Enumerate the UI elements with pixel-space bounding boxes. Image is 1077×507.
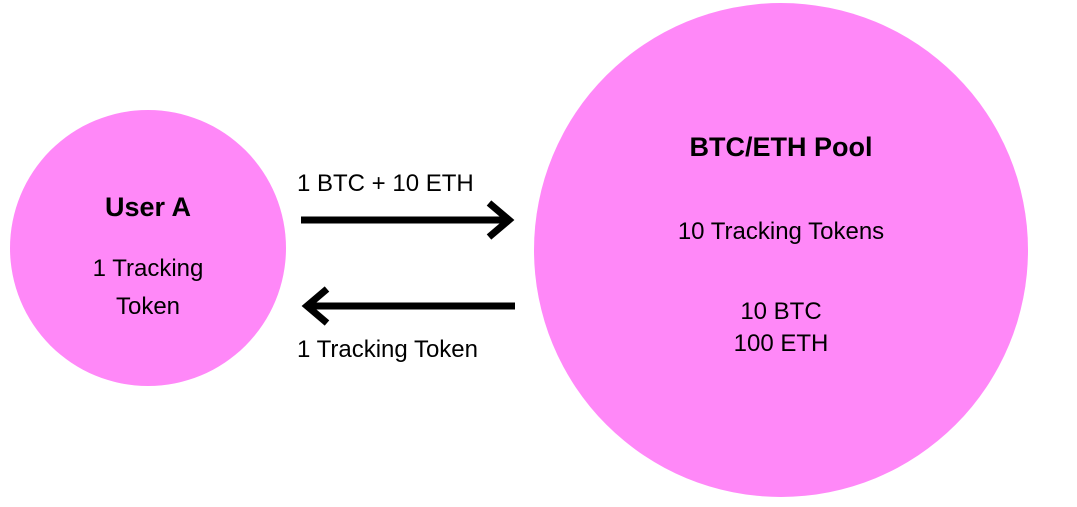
deposit-label: 1 BTC + 10 ETH: [297, 170, 474, 197]
pool-title: BTC/ETH Pool: [689, 132, 873, 162]
user-a-token-balance: 1 Tracking Token: [48, 250, 248, 326]
user-a-token-line-1: 1 Tracking: [92, 255, 204, 282]
pool-token-supply: 10 Tracking Tokens: [677, 218, 885, 245]
pool-btc-reserve: 10 BTC: [740, 298, 822, 325]
return-arrow: [301, 286, 515, 326]
btc-eth-pool-node: [534, 3, 1028, 497]
pool-reserves: 10 BTC 100 ETH: [631, 296, 931, 360]
user-a-token-line-2: Token: [115, 293, 181, 320]
deposit-arrow: [301, 200, 515, 240]
pool-eth-reserve: 100 ETH: [733, 330, 829, 357]
user-a-node: [10, 110, 286, 386]
return-label: 1 Tracking Token: [297, 336, 478, 363]
user-a-title: User A: [104, 192, 192, 222]
